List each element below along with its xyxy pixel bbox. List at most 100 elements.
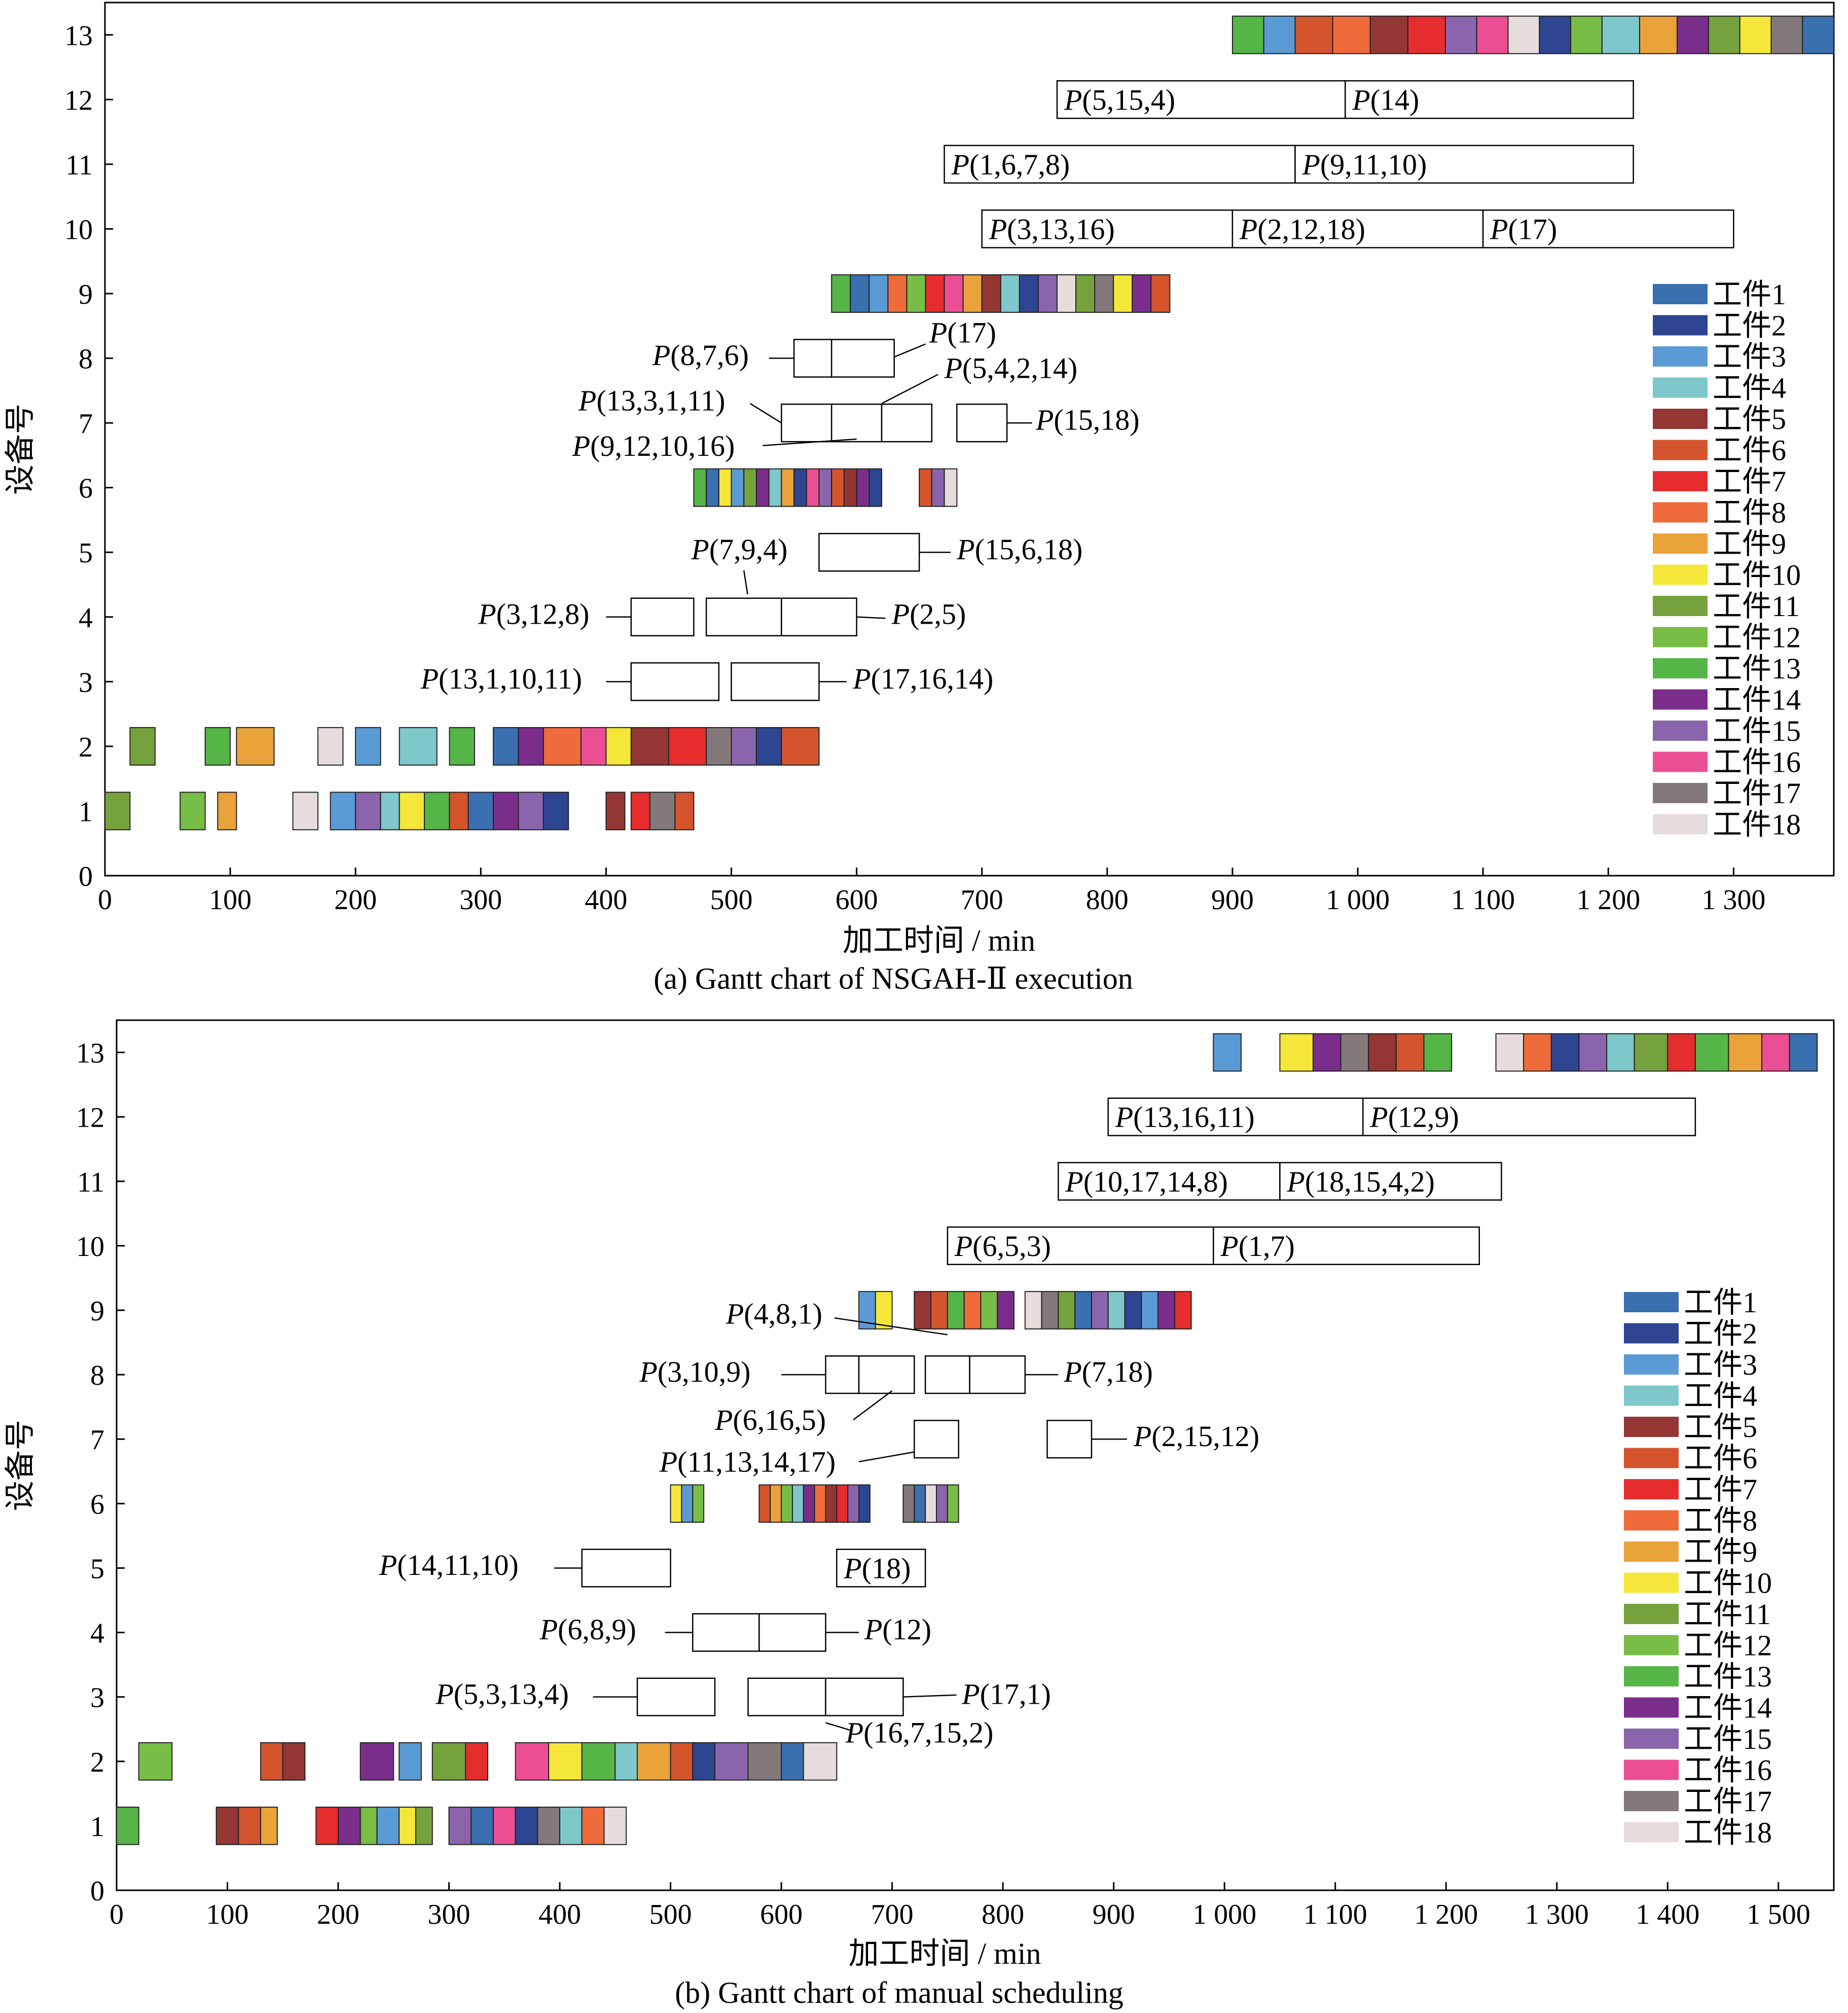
task-bar-job-17 [902,1484,915,1523]
task-bar-job-13 [581,1742,616,1781]
x-tick-label: 1 300 [1525,1899,1589,1930]
callout-label: P(3,10,9) [639,1355,750,1388]
legend-label-13: 工件13 [1684,1660,1772,1693]
task-bar-job-6 [238,1807,262,1845]
callout-label: P(14,11,10) [379,1549,519,1581]
callout-label: P(7,18) [1063,1355,1153,1388]
legend-swatch-7 [1624,1479,1679,1499]
task-bar-job-15 [931,468,945,507]
batch-box [836,1549,926,1588]
task-bar-job-5 [630,727,669,766]
callout-leader [834,1317,948,1336]
x-tick-label: 700 [961,884,1003,916]
batch-box [1046,1420,1093,1459]
task-bar-job-9 [236,727,275,766]
task-bar-job-17 [1770,15,1803,54]
figure-caption: (b) Gantt chart of manual scheduling [675,1976,1124,2009]
task-bar-job-17 [649,792,676,831]
task-bar-job-7 [630,792,650,831]
x-tick-label: 1 400 [1636,1899,1699,1930]
legend-swatch-16 [1624,1759,1679,1780]
task-bar-job-12 [179,792,206,831]
task-bar-job-2 [1124,1291,1142,1329]
callout-leader [749,403,782,424]
legend-label-16: 工件16 [1713,746,1801,779]
task-bar-job-5 [981,274,1001,313]
legend-label-14: 工件14 [1713,684,1801,716]
legend-swatch-8 [1624,1510,1679,1531]
x-tick-label: 900 [1211,884,1254,916]
task-bar-job-6 [831,468,845,507]
task-bar-job-14 [856,468,870,507]
task-bar-job-14 [803,1484,815,1523]
legend-label-8: 工件8 [1713,496,1786,529]
legend-label-6: 工件6 [1684,1442,1757,1475]
legend: 工件1工件2工件3工件4工件5工件6工件7工件8工件9工件10工件11工件12工… [1624,1286,1772,1849]
batch-box [581,1549,671,1588]
x-tick-label: 500 [649,1899,692,1930]
legend-swatch-3 [1624,1354,1679,1375]
task-bar-job-5 [215,1807,239,1845]
callout-leader [858,1451,915,1462]
task-bar-job-12 [980,1291,998,1329]
task-bar-job-8 [1332,15,1371,54]
batch-box [1279,1162,1502,1201]
task-bar-job-6 [670,1742,694,1781]
batch-label: P(13,16,11) [1115,1101,1255,1134]
legend-label-16: 工件16 [1684,1754,1772,1787]
task-bar-job-7 [1407,15,1446,54]
callout-label: P(16,7,15,2) [845,1716,994,1749]
task-bar-job-1 [914,1484,926,1523]
task-bar-job-10 [548,1742,583,1781]
task-bar-job-12 [1570,15,1603,54]
y-tick-label: 11 [77,1167,104,1198]
task-bar-job-12 [138,1742,173,1781]
batch-box [630,597,695,637]
task-bar-job-18 [1056,274,1077,313]
legend-swatch-12 [1653,627,1708,648]
legend-label-7: 工件7 [1684,1473,1757,1506]
task-bar-job-10 [875,1291,893,1329]
callout-label: P(2,15,12) [1133,1420,1259,1453]
task-bar-job-10 [670,1484,682,1523]
legend-label-10: 工件10 [1684,1567,1772,1600]
plot-frame [104,2,1835,877]
task-bar-job-1 [493,727,519,766]
y-tick-label: 5 [79,537,93,569]
task-bars [116,1033,1818,1845]
legend-swatch-15 [1624,1729,1679,1749]
batch-boxes: P(3,13,16) P(2,12,18) P(17) P(1,6,7,8) P(9,1… [630,80,1734,701]
task-bar-job-2 [542,792,569,831]
task-bar-job-18 [1495,1033,1525,1072]
task-bar-job-10 [1113,274,1133,313]
x-axis-title: 加工时间 / min [848,1937,1041,1970]
task-bar-job-17 [1094,274,1114,313]
task-bar-job-3 [1263,15,1296,54]
batch-label: P(1,7) [1220,1230,1295,1263]
batch-label: P(2,12,18) [1239,212,1365,245]
task-bar-job-4 [791,1484,804,1523]
task-bar-job-17 [1041,1291,1059,1329]
task-bar-job-8 [814,1484,826,1523]
task-bar-job-7 [465,1742,489,1781]
legend-swatch-18 [1624,1822,1679,1843]
task-bar-job-13 [831,274,851,313]
task-bar-job-16 [580,727,607,766]
callout-label: P(6,16,5) [714,1404,826,1436]
batch-box [825,1355,860,1394]
task-bar-job-10 [718,468,732,507]
callout-label: P(17,1) [961,1677,1051,1710]
task-bar-job-1 [467,792,494,831]
legend-swatch-5 [1624,1417,1679,1437]
task-bar-job-18 [292,792,319,831]
callout-label: P(11,13,14,17) [659,1446,836,1479]
callout-label: P(15,6,18) [956,533,1082,566]
task-bar-job-13 [204,727,231,766]
y-tick-label: 0 [79,861,93,892]
task-bar-job-4 [614,1742,638,1781]
y-axis-title: 设备号 [4,1420,37,1511]
task-bar-job-5 [605,792,626,831]
legend-swatch-2 [1653,315,1708,336]
task-bar-job-18 [603,1807,627,1845]
legend-label-15: 工件15 [1713,714,1801,747]
